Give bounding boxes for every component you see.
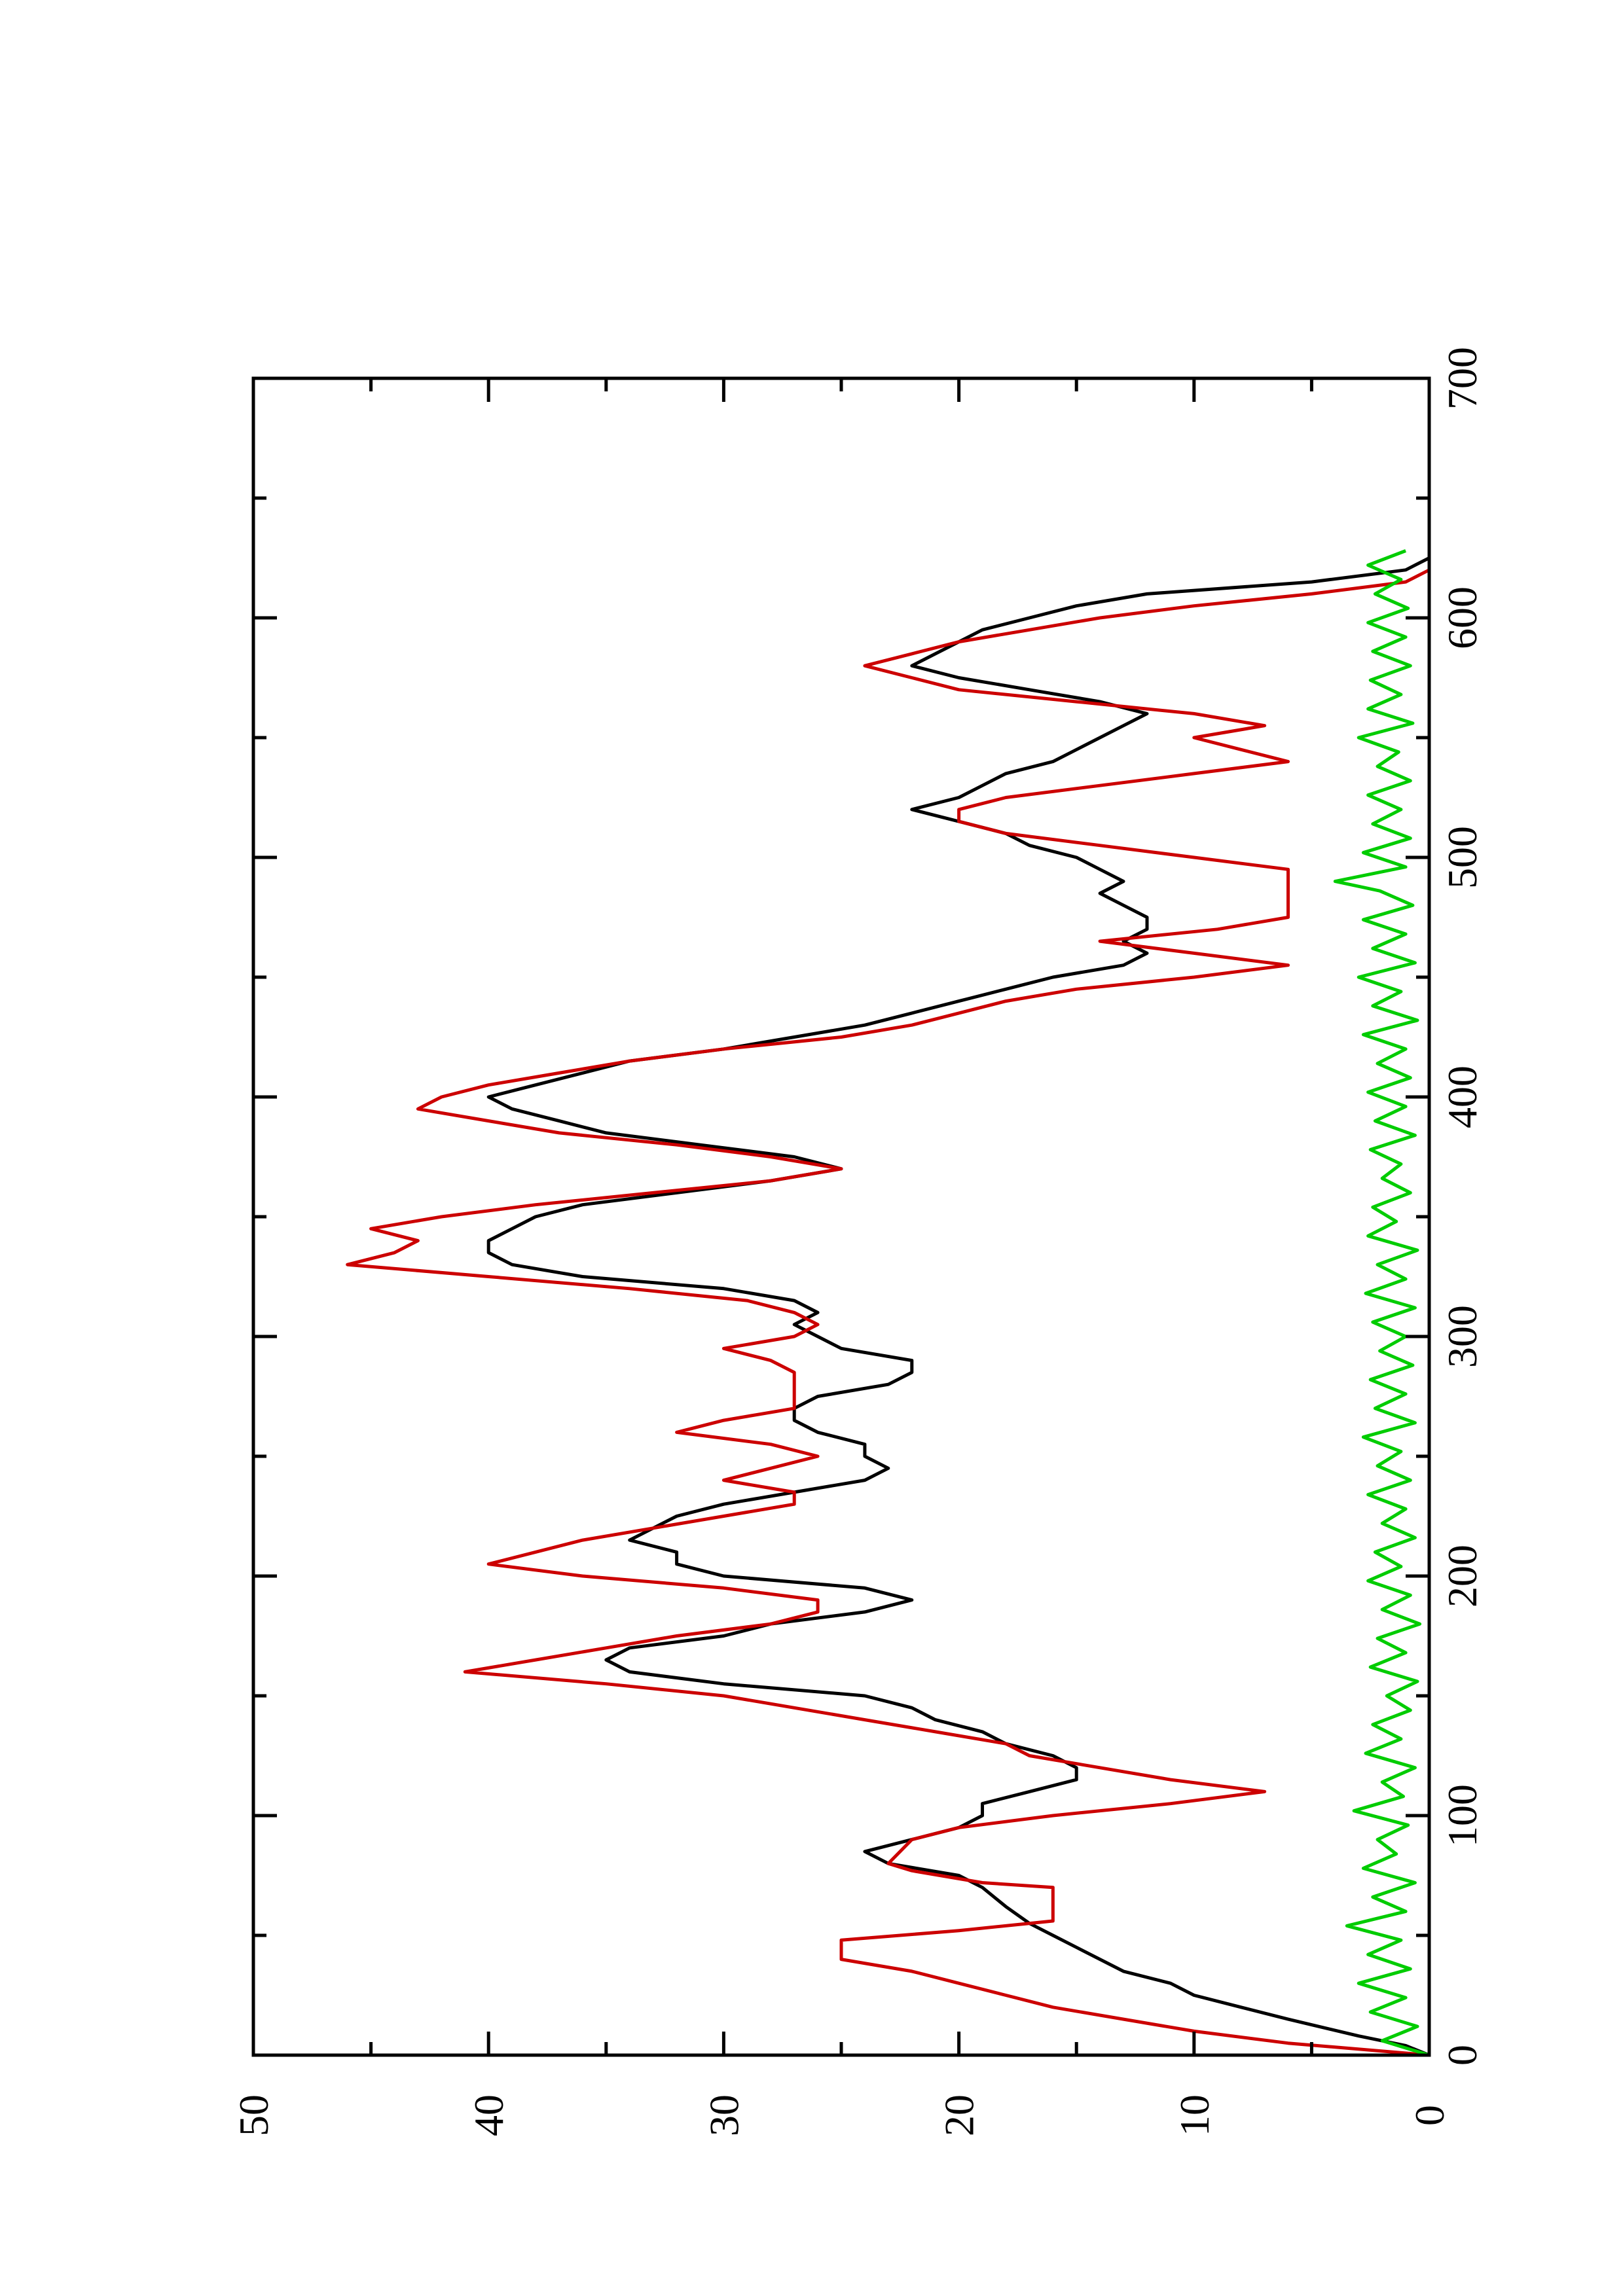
tick-layer: 0 100 200 300 400 500 600 700 0 10 20 30 40 50	[230, 347, 1486, 2136]
y-tick-label: 30	[701, 2094, 747, 2136]
x-tick-label: 200	[1439, 1545, 1486, 1607]
y-tick-label: 40	[465, 2094, 512, 2136]
series-line-3	[1333, 549, 1430, 2057]
y-tick-label: 50	[230, 2094, 277, 2136]
data-layer	[346, 549, 1431, 2057]
x-tick-label: 100	[1439, 1784, 1486, 1847]
x-tick-label: 300	[1439, 1305, 1486, 1368]
y-tick-label: 0	[1406, 2105, 1453, 2126]
series-line-2	[346, 568, 1431, 2057]
series-line-1	[486, 556, 1431, 2057]
x-tick-label: 600	[1439, 586, 1486, 649]
x-tick-label: 500	[1439, 826, 1486, 889]
y-tick-label: 10	[1171, 2094, 1218, 2136]
y-tick-label: 20	[936, 2094, 983, 2136]
x-tick-label: 0	[1439, 2045, 1486, 2066]
x-tick-label: 700	[1439, 347, 1486, 410]
x-tick-label: 400	[1439, 1066, 1486, 1128]
